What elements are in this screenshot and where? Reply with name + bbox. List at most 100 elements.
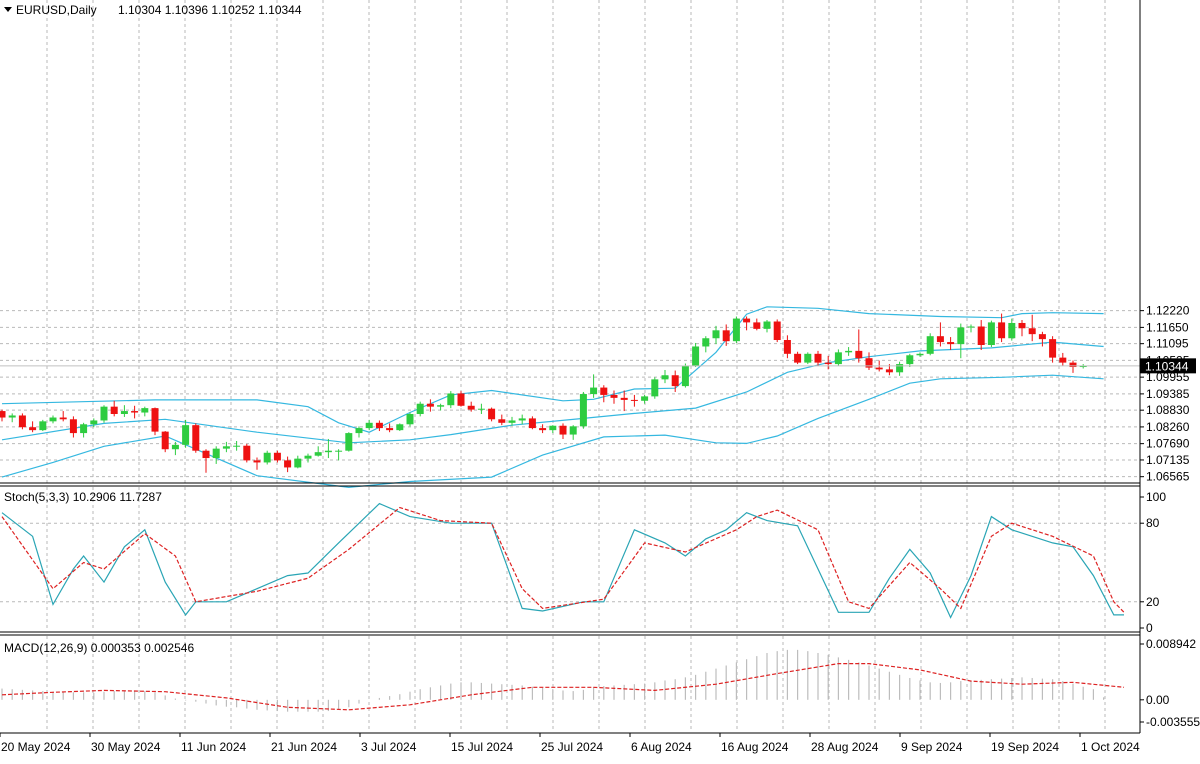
candle (620, 390, 628, 412)
candle-body (18, 415, 26, 428)
candle-body (569, 426, 577, 435)
candle-body (906, 355, 914, 365)
candle-body (120, 411, 128, 414)
candle-body (518, 418, 526, 421)
candle-body (335, 450, 343, 452)
candle (681, 363, 689, 388)
candle-body (345, 433, 353, 451)
candle (457, 391, 465, 407)
candle-body (692, 346, 700, 366)
candle-body (712, 330, 720, 339)
candle (559, 423, 567, 439)
candle-body (539, 428, 547, 431)
candle-body (284, 460, 292, 468)
time-tick-label: 19 Sep 2024 (991, 740, 1059, 754)
time-tick-label: 6 Aug 2024 (631, 740, 692, 754)
macd-tick-label: 0.00 (1146, 693, 1170, 707)
macd-title: MACD(12,26,9) 0.000353 0.002546 (4, 641, 194, 655)
candle-body (967, 326, 975, 328)
candle (90, 418, 98, 428)
candle-body (314, 452, 322, 456)
stoch-tick-label: 20 (1146, 595, 1160, 609)
candle-body (753, 322, 761, 329)
candle (539, 424, 547, 434)
candle (610, 390, 618, 404)
stoch-tick-label: 100 (1146, 490, 1166, 504)
candle (141, 406, 149, 417)
candle (671, 370, 679, 392)
candle-body (447, 393, 455, 406)
candle-body (845, 350, 853, 353)
candle (794, 351, 802, 365)
candle-body (324, 450, 332, 453)
current-price-label: 1.10344 (1145, 359, 1189, 373)
candle (722, 324, 730, 346)
candle-body (620, 397, 628, 400)
candle (49, 415, 57, 424)
candle (467, 401, 475, 412)
candle-body (1008, 322, 1016, 339)
candle-body (916, 353, 924, 356)
candle-body (375, 422, 383, 429)
stoch-tick-label: 0 (1146, 621, 1153, 635)
stochastic-lines (1, 502, 1125, 619)
candle-body (834, 352, 842, 365)
candle-body (304, 455, 312, 459)
candle-body (1059, 357, 1067, 363)
candle-body (528, 418, 536, 429)
price-tick-label: 1.09385 (1146, 387, 1190, 401)
time-axis: 20 May 2024 30 May 2024 11 Jun 2024 21 Jun … (0, 733, 1140, 754)
candle-body (661, 375, 669, 380)
candle-body (1018, 322, 1026, 329)
candle-body (131, 411, 139, 413)
price-axis: 1.122201.116501.110951.105251.099551.093… (1140, 304, 1200, 729)
candle-body (947, 342, 955, 345)
candle-body (416, 403, 424, 414)
candle (987, 320, 995, 348)
candle (437, 403, 445, 411)
candle-body (783, 340, 791, 354)
stoch-main-line (1, 502, 1124, 619)
candle (916, 352, 924, 357)
price-tick-label: 1.11650 (1146, 320, 1189, 334)
candle (396, 423, 404, 432)
candle-body (865, 358, 873, 368)
candle (1018, 320, 1026, 337)
macd-tick-label: 0.008942 (1146, 637, 1196, 651)
chart-header: EURUSD,Daily 1.10304 1.10396 1.10252 1.1… (4, 3, 302, 655)
candle-body (630, 399, 638, 401)
candle (39, 419, 47, 432)
candle-body (977, 326, 985, 345)
candle (926, 333, 934, 356)
time-tick-label: 21 Jun 2024 (271, 740, 337, 754)
candle (702, 336, 710, 353)
candle-body (998, 322, 1006, 339)
candle (426, 399, 434, 412)
candle-body (875, 367, 883, 370)
candle (304, 453, 312, 463)
dropdown-triangle-icon (4, 7, 12, 12)
candle (222, 441, 230, 453)
candles[interactable] (0, 313, 1087, 473)
candle-body (273, 452, 281, 461)
candle-body (437, 405, 445, 407)
candle-body (457, 393, 465, 406)
candle (518, 414, 526, 425)
candle (233, 441, 241, 451)
current-price-box: 1.10344 (1140, 358, 1196, 374)
candle (1028, 314, 1036, 342)
candle (712, 325, 720, 345)
candle (151, 407, 159, 436)
candle-body (90, 420, 98, 425)
price-tick-label: 1.06565 (1146, 470, 1190, 484)
candle (447, 391, 455, 409)
candle (1008, 318, 1016, 341)
time-tick-label: 28 Aug 2024 (811, 740, 879, 754)
candle (630, 394, 638, 407)
candle-body (579, 394, 587, 427)
candle (732, 316, 740, 343)
macd-tick-label: -0.003555 (1146, 715, 1200, 729)
candle (641, 394, 649, 404)
band-upper (1, 306, 1104, 433)
